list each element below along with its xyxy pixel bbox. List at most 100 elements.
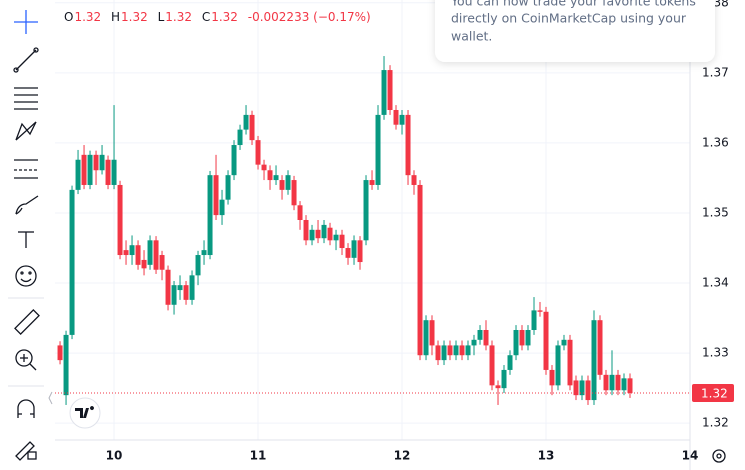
x-tick-label: 13	[538, 449, 555, 463]
candle-body	[135, 245, 141, 265]
tooltip: You can now trade your favorite tokens d…	[435, 0, 715, 62]
magnet-tool[interactable]	[17, 399, 35, 418]
candle-body	[87, 154, 93, 185]
candle-body	[609, 374, 615, 391]
y-tick-label: 1.34	[702, 276, 729, 290]
y-tick-label: 1.35	[702, 205, 729, 219]
candle-body	[447, 345, 453, 356]
candle-body	[435, 345, 441, 361]
candle-body	[297, 205, 303, 220]
candle-body	[93, 154, 99, 171]
candle-body	[285, 175, 291, 190]
candle-body	[147, 240, 153, 265]
candle-body	[399, 114, 405, 125]
candle-body	[141, 259, 147, 269]
legend-key: L	[158, 10, 165, 24]
tradingview-logo[interactable]	[69, 397, 101, 429]
y-tick-label: 1.32	[702, 416, 729, 430]
ruler-tool[interactable]	[14, 309, 40, 335]
y-tick-label: 1.37	[702, 65, 729, 79]
candle-body	[243, 114, 249, 130]
legend-value: 1.32	[211, 10, 238, 24]
lock-drawings-tool[interactable]	[15, 441, 37, 461]
candle-body	[549, 369, 555, 386]
candle-body	[423, 320, 429, 356]
candle-body	[513, 330, 519, 356]
candle-body	[105, 159, 111, 185]
candle-body	[363, 180, 369, 241]
candle-body	[117, 184, 123, 256]
candle-body	[63, 334, 69, 396]
candle-body	[111, 159, 117, 185]
candle-body	[339, 234, 345, 249]
candle-body	[207, 175, 213, 256]
candle-body	[495, 385, 501, 389]
toolbar	[0, 0, 45, 470]
price-label: 1.32	[701, 387, 728, 401]
tooltip-line: You can now trade your favorite tokens	[450, 0, 696, 9]
trendline-tool[interactable]	[13, 47, 39, 73]
candle-body	[429, 320, 435, 346]
settings-button[interactable]	[712, 449, 726, 463]
candle-body	[357, 240, 363, 263]
zoom-tool[interactable]	[15, 349, 37, 371]
candle-body	[225, 175, 231, 200]
candle-body	[177, 285, 183, 291]
tooltip-line: wallet.	[451, 29, 492, 44]
brush-tool[interactable]	[15, 195, 39, 215]
candle-body	[195, 255, 201, 276]
candle-body	[381, 70, 387, 115]
candle-body	[171, 285, 177, 305]
candle-body	[321, 224, 327, 239]
collapse-arrow[interactable]	[48, 391, 53, 405]
price-label-box	[692, 384, 734, 403]
candle-body	[501, 369, 507, 389]
candle-body	[471, 339, 477, 346]
candle-body	[411, 175, 417, 185]
candle-body	[477, 330, 483, 340]
legend-value: 1.32	[121, 10, 148, 24]
candle-body	[459, 345, 465, 356]
candle-body	[489, 345, 495, 386]
candle-body	[561, 339, 567, 346]
candle-body	[99, 154, 105, 171]
candle-body	[579, 380, 585, 396]
candle-body	[519, 330, 525, 346]
candle-body	[573, 380, 579, 396]
emoji-tool[interactable]	[15, 265, 37, 287]
candle-body	[393, 110, 399, 125]
candle-body	[441, 345, 447, 361]
candle-body	[327, 227, 333, 241]
candle-body	[291, 180, 297, 206]
fib-tool[interactable]	[14, 87, 38, 110]
candle-body	[237, 129, 243, 146]
candle-body	[183, 285, 189, 300]
candle-body	[273, 175, 279, 181]
forecast-tool[interactable]	[14, 159, 38, 179]
candle-body	[567, 339, 573, 386]
candle-body	[537, 310, 543, 312]
candle-body	[189, 275, 195, 300]
candle-body	[591, 320, 597, 401]
candle-body	[615, 374, 621, 391]
crosshair-tool[interactable]	[14, 10, 38, 34]
text-tool[interactable]	[18, 231, 34, 248]
candle-body	[159, 255, 165, 270]
legend-key: C	[202, 10, 210, 24]
candle-body	[453, 345, 459, 356]
candle-body	[153, 240, 159, 270]
legend-key: O	[64, 10, 73, 24]
candle-body	[483, 330, 489, 346]
y-tick-label: 1.36	[702, 135, 729, 149]
legend-value: 1.32	[165, 10, 192, 24]
pattern-tool[interactable]	[15, 121, 37, 141]
candle-body	[417, 184, 423, 356]
candle-body	[531, 310, 537, 330]
x-tick-label: 14	[682, 449, 699, 463]
candle-body	[351, 240, 357, 258]
candle-body	[213, 175, 219, 216]
candle-body	[81, 154, 87, 185]
candle-body	[369, 180, 375, 185]
candle-body	[123, 250, 129, 256]
